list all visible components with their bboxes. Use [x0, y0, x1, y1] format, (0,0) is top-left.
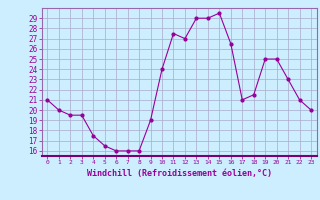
X-axis label: Windchill (Refroidissement éolien,°C): Windchill (Refroidissement éolien,°C) — [87, 169, 272, 178]
